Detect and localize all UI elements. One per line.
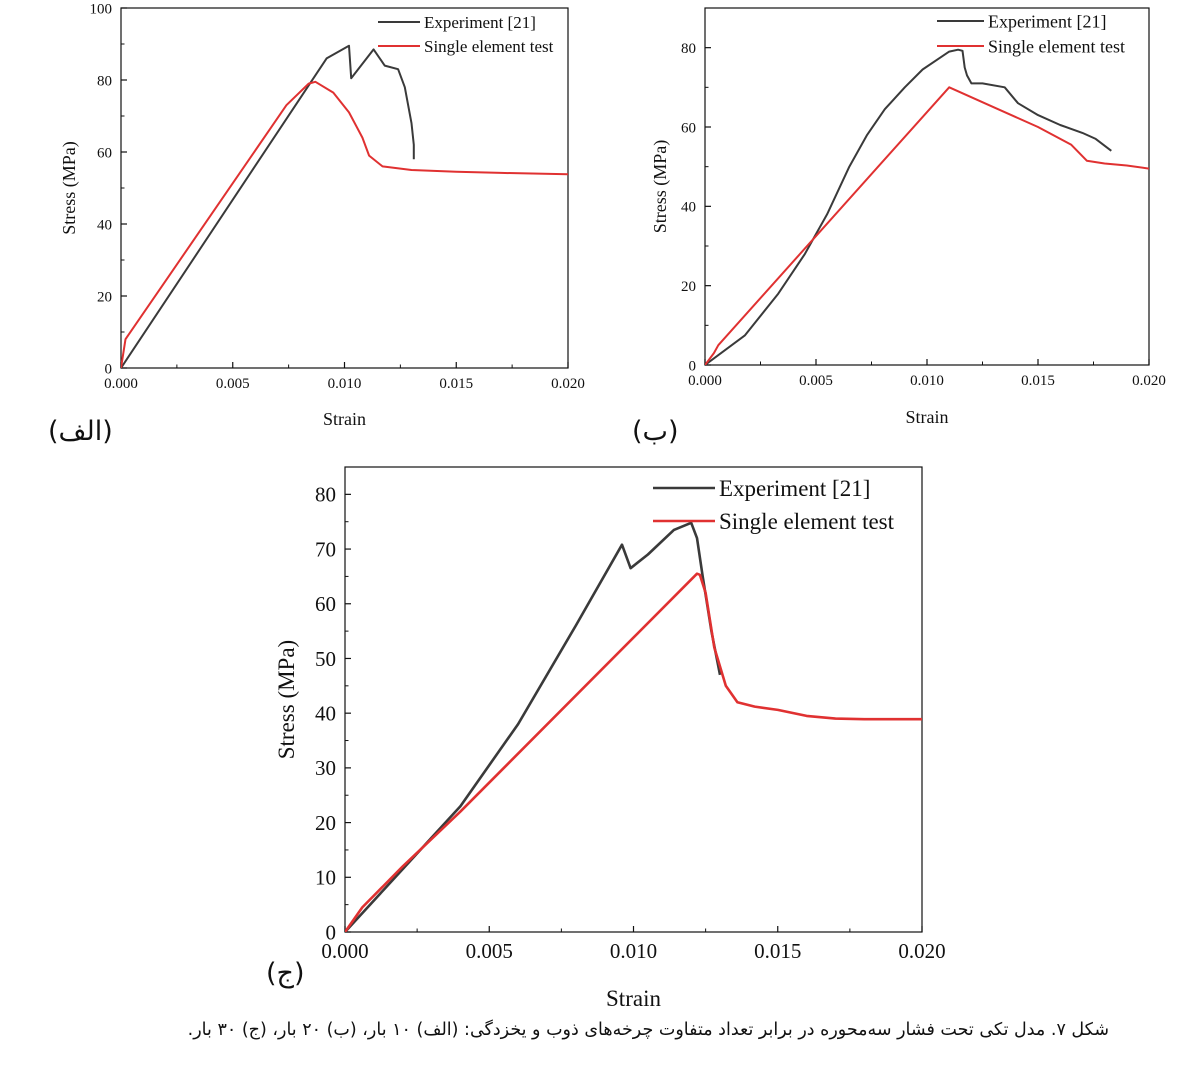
x-tick-label: 0.015 [754,939,801,963]
series-line-single-element [705,86,1149,365]
series-line-experiment [121,44,415,368]
x-tick-label: 0.020 [1132,373,1166,389]
x-tick-label: 0.005 [216,376,250,392]
chart-panel-1: 0.000 0.005 0.010 0.015 0.020 0 20 40 60 80 100 Str… [48,1,585,447]
x-tick-label: 0.000 [688,373,722,389]
x-tick-label: 0.020 [551,376,585,392]
x-tick-label: 0.010 [328,376,362,392]
x-tick-label: 0.010 [610,939,657,963]
series-line-single-element [345,572,922,932]
figure-canvas: 0.000 0.005 0.010 0.015 0.020020406080100Str… [48,1,1166,1010]
x-tick-label: 0.015 [1021,373,1055,389]
y-tick-label: 0 [105,361,113,377]
x-tick-label: 0.000 [321,939,368,963]
y-tick-label: 40 [315,702,336,726]
plot-frame [120,7,569,369]
y-tick-label: 30 [315,756,336,780]
x-tick-label: 0.000 [104,376,138,392]
legend-label: Experiment [21] [719,476,870,501]
plot-frame [344,466,923,933]
y-tick-label: 80 [315,483,336,507]
y-tick-label: 0 [326,920,337,944]
x-axis-label: Strain [323,409,366,429]
panel-label: (ب) [632,416,679,447]
x-tick-label: 0.005 [799,373,833,389]
y-tick-label: 10 [315,866,336,890]
y-axis-label: Stress (MPa) [650,140,671,234]
y-tick-label: 50 [315,647,336,671]
x-tick-label: 0.020 [898,939,945,963]
y-tick-label: 60 [315,592,336,616]
legend-label: Single element test [719,509,895,534]
legend-label: Single element test [988,36,1125,56]
y-tick-label: 40 [681,200,696,216]
plot-frame [704,7,1150,366]
y-tick-label: 20 [681,279,696,295]
x-tick-label: 0.015 [439,376,473,392]
y-tick-label: 60 [97,145,112,161]
y-tick-label: 0 [689,358,697,374]
y-tick-label: 40 [97,217,112,233]
y-tick-label: 60 [681,120,696,136]
y-tick-label: 80 [97,73,112,89]
y-tick-label: 20 [315,811,336,835]
series-line-single-element [121,80,568,368]
y-tick-label: 70 [315,537,336,561]
legend-label: Experiment [21] [988,11,1106,31]
series-line-experiment [705,48,1112,365]
y-axis-label: Stress (MPa) [274,640,299,759]
panel-label: (ج) [266,958,305,989]
y-tick-label: 100 [90,1,113,17]
legend-label: Single element test [424,37,554,56]
y-axis-label: Stress (MPa) [59,141,80,235]
legend-label: Experiment [21] [424,13,536,32]
figure-caption: شکل ۷. مدل تکی تحت فشار سه‌محوره در براب… [187,1020,1109,1040]
y-tick-label: 20 [97,289,112,305]
x-tick-label: 0.010 [910,373,944,389]
chart-panel-2: 0.000 0.005 0.010 0.015 0.020 0 20 40 60 80 Strain… [632,7,1166,447]
x-axis-label: Strain [606,986,661,1010]
chart-panel-3: 0.000 0.005 0.010 0.015 0.020 0 10 20 30 40 50 60 70… [266,466,946,1010]
y-tick-label: 80 [681,41,696,57]
x-tick-label: 0.005 [466,939,513,963]
x-axis-label: Strain [906,407,949,427]
panel-label: (الف) [48,416,113,447]
series-line-experiment [345,521,722,932]
